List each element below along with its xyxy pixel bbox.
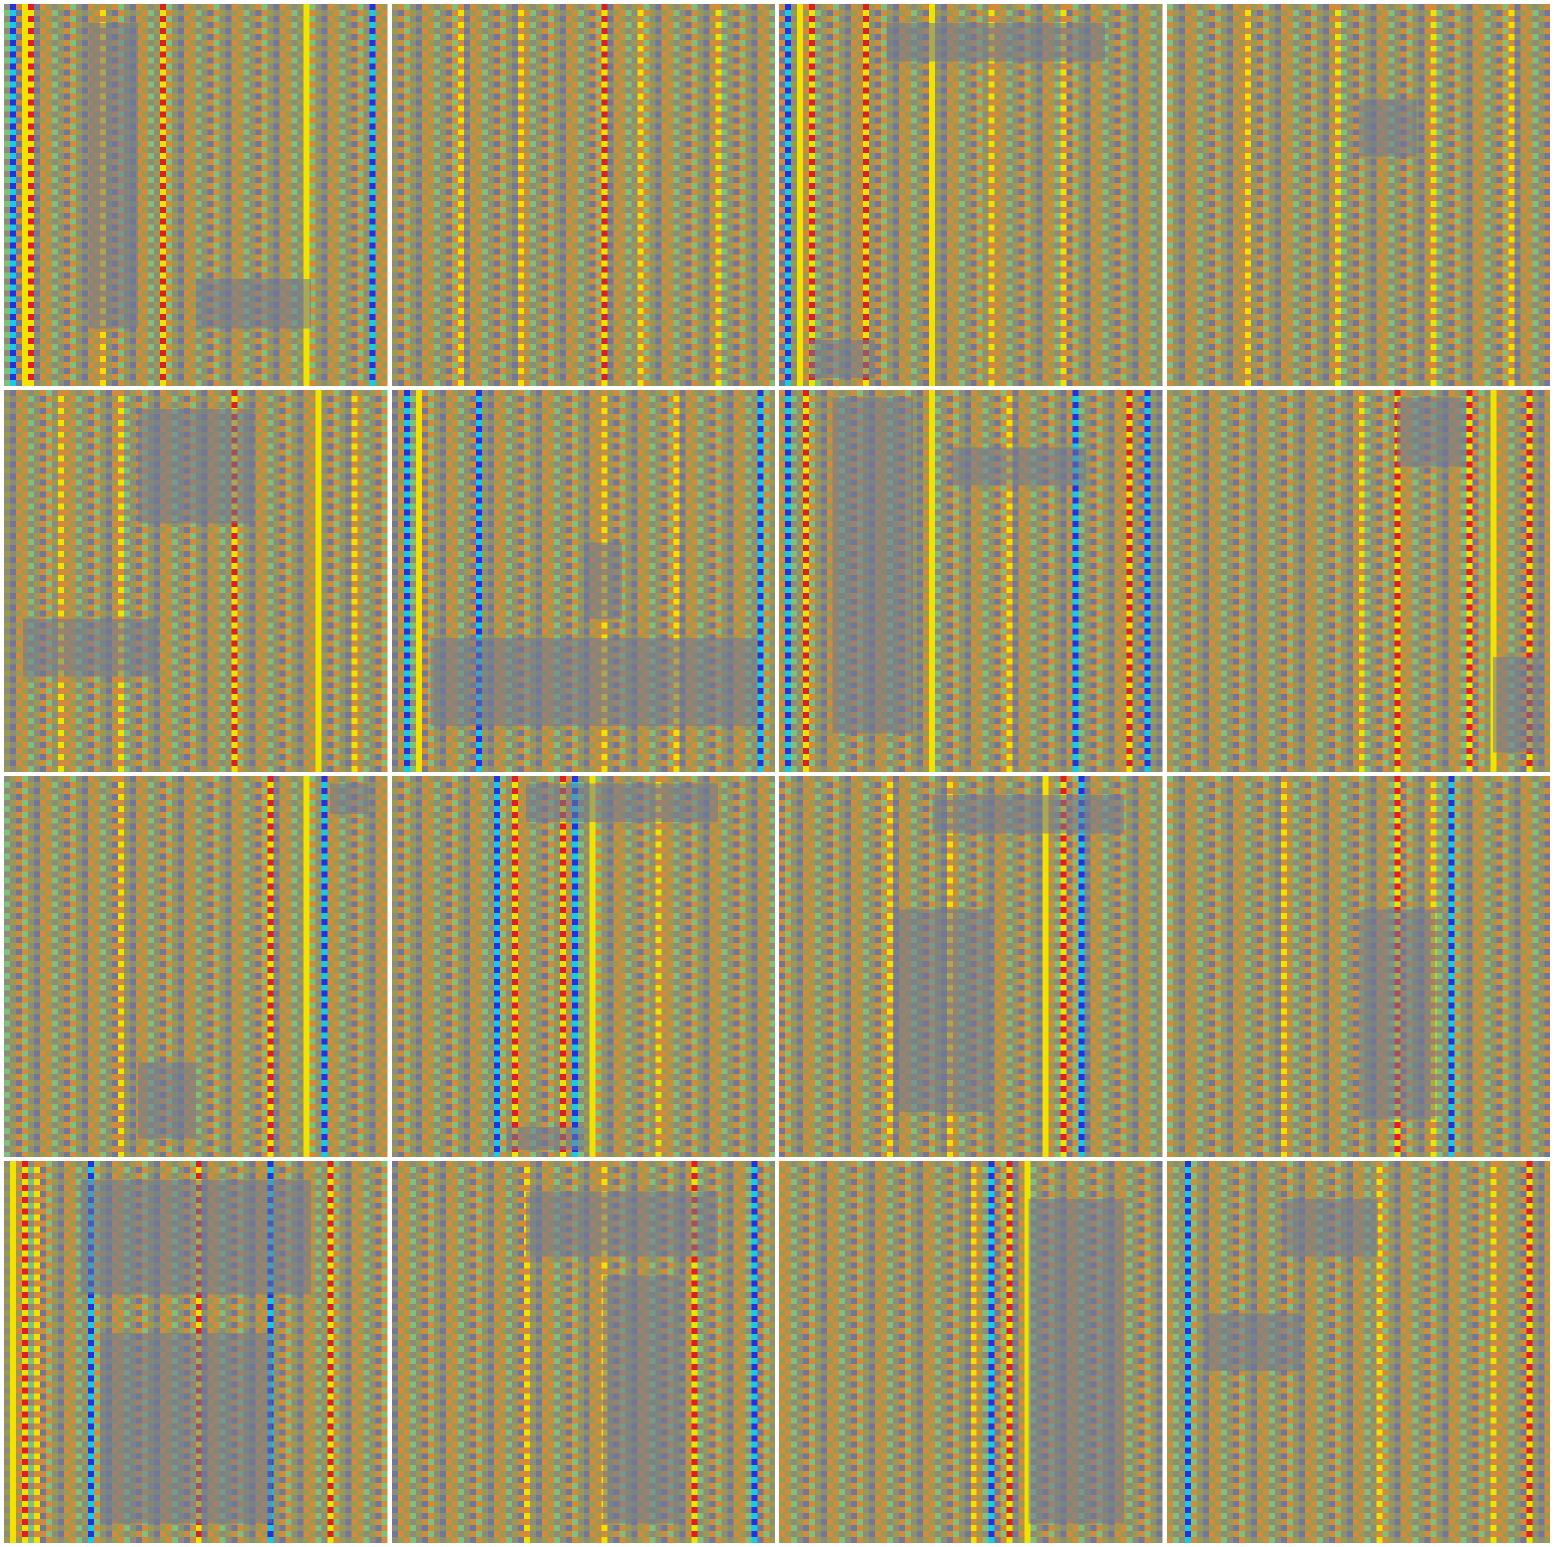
tile-r2-c3 — [779, 390, 1163, 772]
tile-r2-c4 — [1167, 390, 1551, 772]
tile-r2-c2 — [392, 390, 776, 772]
tile-r1-c4 — [1167, 4, 1551, 386]
tile-r4-c4 — [1167, 1161, 1551, 1543]
tile-r2-c1 — [4, 390, 388, 772]
tile-r3-c4 — [1167, 776, 1551, 1158]
tile-r4-c3 — [779, 1161, 1163, 1543]
tile-r3-c1 — [4, 776, 388, 1158]
tile-r3-c2 — [392, 776, 776, 1158]
tile-r1-c1 — [4, 4, 388, 386]
tile-r3-c3 — [779, 776, 1163, 1158]
tile-r1-c2 — [392, 4, 776, 386]
tile-r4-c2 — [392, 1161, 776, 1543]
tile-r1-c3 — [779, 4, 1163, 386]
tile-r4-c1 — [4, 1161, 388, 1543]
